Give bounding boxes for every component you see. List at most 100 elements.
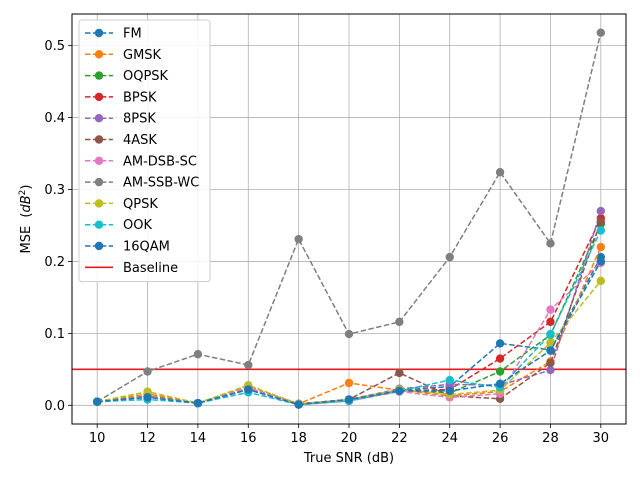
x-tick-label: 14 (190, 431, 207, 446)
legend-marker (94, 156, 104, 165)
legend-label: 8PSK (123, 112, 156, 127)
data-point (546, 305, 555, 314)
legend-marker (94, 241, 104, 251)
data-point (596, 217, 606, 227)
legend-label: 16QAM (123, 240, 170, 255)
data-point (244, 385, 253, 394)
legend-marker (94, 220, 104, 229)
data-point (143, 367, 152, 376)
data-point (546, 317, 555, 327)
data-point (395, 317, 404, 327)
data-point (344, 329, 354, 339)
legend-label: QPSK (123, 197, 158, 212)
legend-entry: GMSK (85, 48, 162, 63)
x-tick-label: 10 (89, 431, 106, 446)
y-tick-label: 0.2 (44, 255, 65, 270)
data-point (495, 168, 505, 177)
data-point (143, 387, 152, 396)
legend-label: OOK (123, 218, 152, 233)
legend-entry: 4ASK (85, 133, 157, 148)
data-point (596, 276, 606, 286)
legend-entry: 16QAM (85, 240, 170, 255)
legend-label: AM-DSB-SC (123, 154, 197, 169)
series-am-ssb-wc (92, 28, 606, 406)
y-tick-label: 0.4 (44, 111, 65, 126)
legend-label: 4ASK (123, 133, 157, 148)
y-tick-label: 0.1 (44, 327, 65, 342)
x-axis-ticks: 10 12 14 16 18 20 22 24 26 28 30 (89, 424, 609, 446)
legend-box (78, 19, 211, 283)
data-point (395, 368, 404, 378)
data-point (445, 386, 454, 396)
legend-label: OQPSK (123, 69, 169, 84)
x-tick-label: 16 (240, 431, 257, 446)
x-tick-label: 26 (492, 431, 509, 446)
y-axis-ticks: 0.0 0.1 0.2 0.3 0.4 0.5 (44, 39, 72, 414)
data-point (294, 400, 303, 409)
legend-entry: 8PSK (85, 112, 156, 127)
data-point (395, 386, 404, 396)
legend-label: BPSK (123, 90, 157, 105)
legend-label: FM (123, 27, 142, 42)
legend-marker (94, 199, 104, 208)
legend-label: GMSK (123, 48, 162, 63)
data-point (143, 393, 152, 402)
legend-entry: AM-SSB-WC (85, 176, 199, 191)
legend-entry: QPSK (85, 197, 158, 212)
data-point (344, 395, 354, 404)
data-point (546, 365, 555, 375)
data-point (193, 398, 203, 408)
x-tick-label: 18 (290, 431, 307, 446)
legend-marker (94, 177, 104, 187)
legend-entry: OOK (85, 218, 152, 233)
data-point (546, 358, 555, 368)
legend-entry: OQPSK (85, 69, 169, 84)
legend-marker (94, 92, 104, 102)
legend-label: AM-SSB-WC (123, 176, 199, 191)
legend-label: Baseline (123, 261, 178, 276)
legend: FM GMSK OQPSK BPSK 8PSK 4ASK AM-DSB-SC AM-SSB-W… (78, 19, 211, 283)
legend-marker (94, 114, 104, 123)
legend-entry: AM-DSB-SC (85, 154, 197, 169)
legend-marker (94, 135, 104, 144)
data-point (445, 252, 454, 262)
x-tick-label: 28 (542, 431, 559, 446)
data-point (546, 329, 555, 339)
data-point (193, 350, 203, 359)
x-tick-label: 22 (391, 431, 408, 446)
data-point (596, 206, 606, 216)
y-axis-label-unit: (dB2) (18, 185, 34, 218)
series-16qam (92, 257, 606, 409)
legend-marker (94, 71, 104, 80)
legend-entry: BPSK (85, 90, 157, 105)
data-point (92, 397, 102, 406)
data-point (546, 239, 555, 248)
x-axis-label: True SNR (dB) (303, 451, 394, 466)
legend-marker (94, 50, 104, 59)
data-point (495, 367, 505, 376)
data-point (244, 360, 253, 370)
data-point (495, 379, 505, 388)
data-point (546, 338, 555, 347)
data-point (596, 226, 606, 235)
data-point (495, 354, 505, 363)
y-tick-label: 0.3 (44, 183, 65, 198)
data-point (596, 257, 606, 266)
data-point (495, 339, 505, 348)
x-tick-label: 12 (139, 431, 156, 446)
legend-marker (94, 28, 104, 38)
x-tick-label: 30 (593, 431, 610, 446)
data-point (294, 234, 303, 244)
x-tick-label: 20 (341, 431, 358, 446)
y-tick-label: 0.0 (44, 399, 65, 414)
legend-entry: Baseline (85, 261, 178, 276)
data-point (546, 346, 555, 355)
data-point (445, 375, 454, 385)
y-tick-label: 0.5 (44, 39, 65, 54)
data-point (344, 378, 354, 388)
y-axis-label-text: MSE (19, 226, 34, 254)
x-tick-label: 24 (441, 431, 458, 446)
data-point (596, 28, 606, 37)
